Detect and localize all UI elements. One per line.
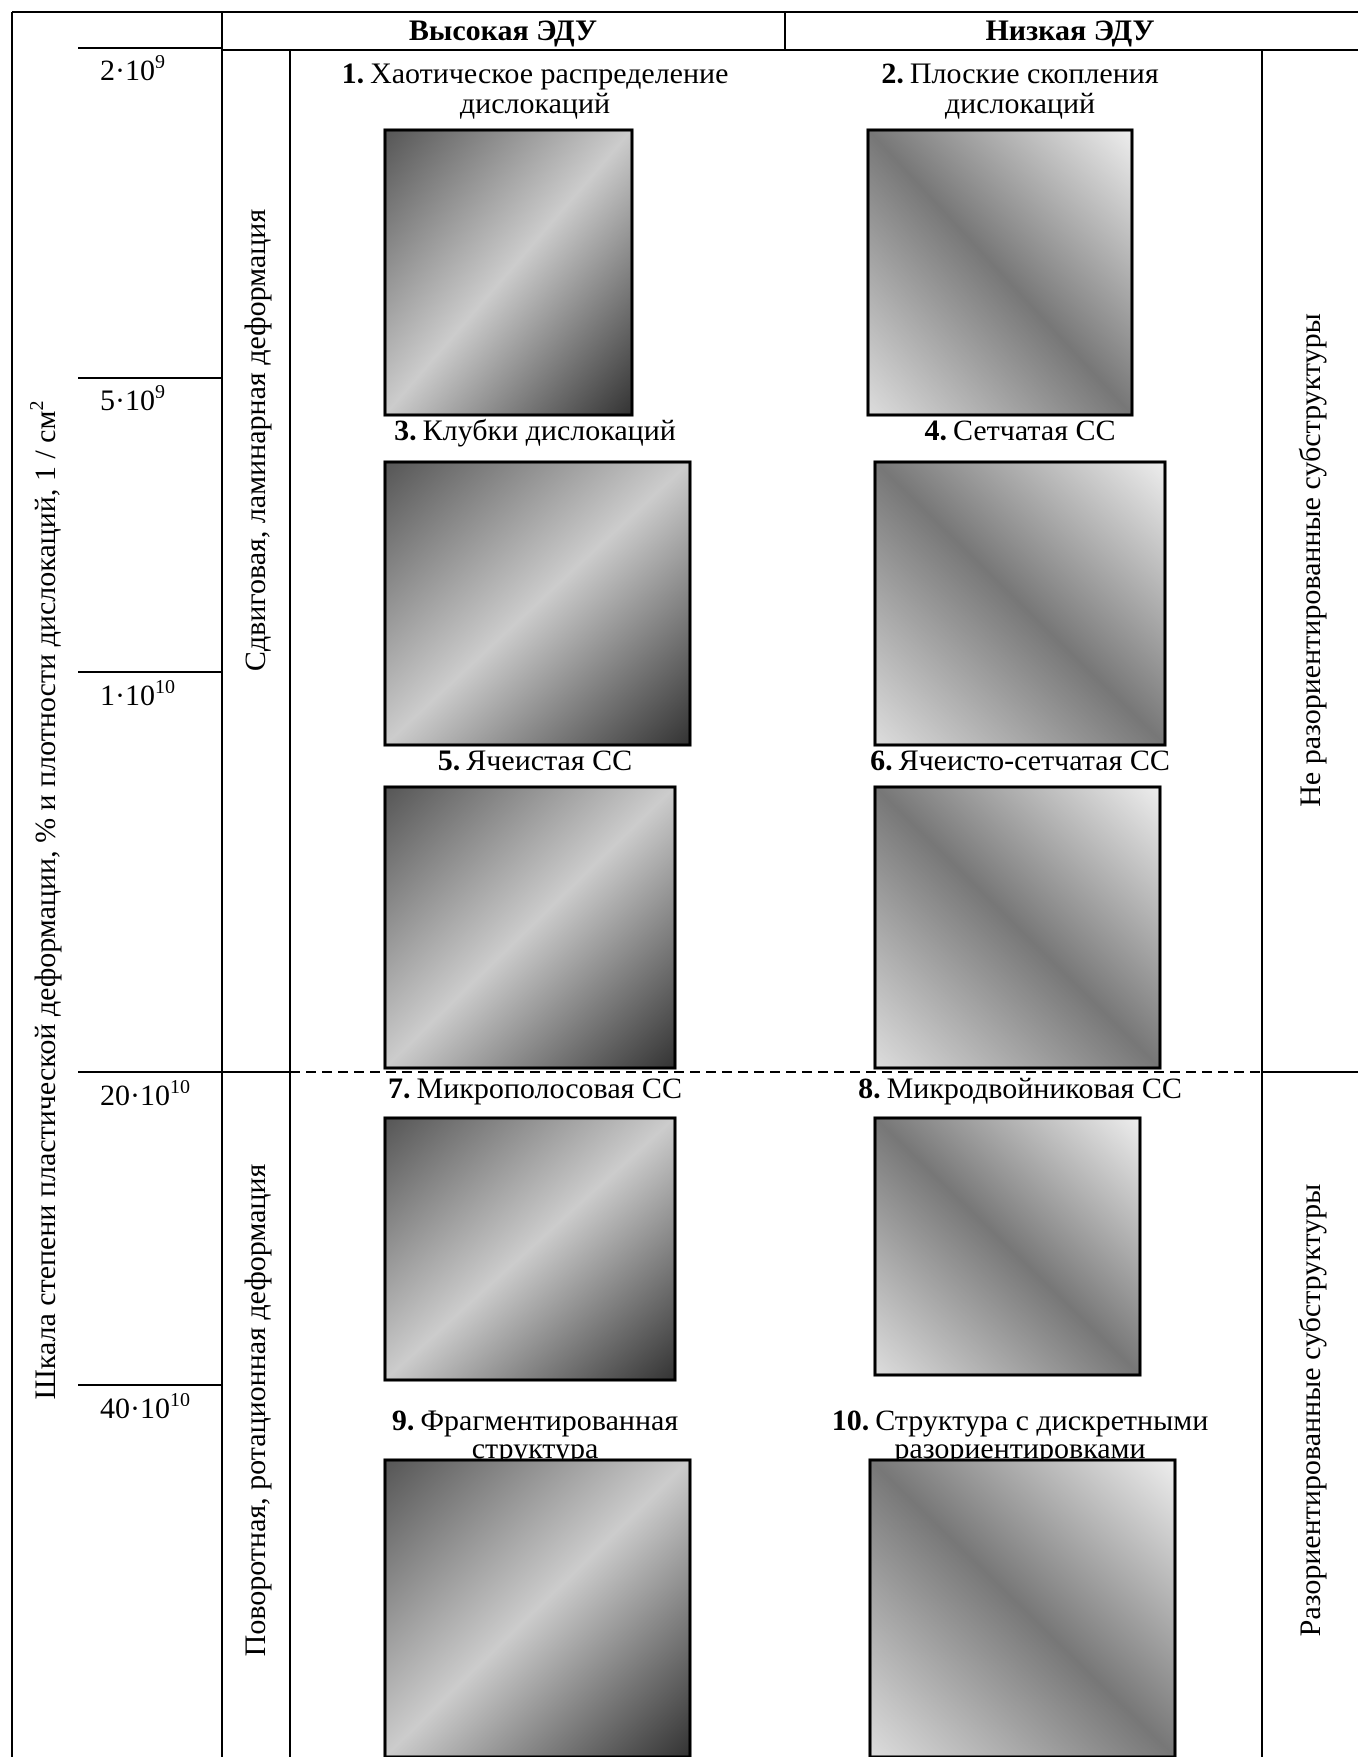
cell-number: 10. <box>832 1404 870 1437</box>
scale-tick-base: 1·10 <box>100 679 155 712</box>
cell-number: 7. <box>388 1072 411 1105</box>
scale-tick: 2·109 <box>100 51 165 87</box>
cell-number: 9. <box>392 1404 415 1437</box>
cell-title-text: Клубки дислокаций <box>423 414 676 447</box>
scale-label-sup: 2 <box>26 401 48 411</box>
cell-title-text: Ячеистая СС <box>466 744 632 777</box>
cell-title: 2.Плоские скопления <box>881 57 1158 90</box>
header-low: Низкая ЭДУ <box>985 14 1154 47</box>
scale-tick-exp: 10 <box>155 676 175 698</box>
scale-tick: 1·1010 <box>100 676 175 712</box>
header-high: Высокая ЭДУ <box>409 14 597 47</box>
cell-number: 5. <box>438 744 461 777</box>
substructure-label: Не разориентированные субструктуры <box>1294 313 1327 806</box>
micrograph <box>875 1118 1140 1375</box>
cell-number: 4. <box>924 414 947 447</box>
diagram: Высокая ЭДУ Низкая ЭДУ Шкала степени пла… <box>0 0 1358 1757</box>
cell-title: 4.Сетчатая СС <box>924 414 1115 447</box>
micrograph <box>385 1460 690 1757</box>
cell-number: 6. <box>870 744 893 777</box>
scale-tick-exp: 10 <box>170 1076 190 1098</box>
cell-number: 1. <box>342 57 365 90</box>
scale-tick-exp: 9 <box>155 51 165 73</box>
cell-title-text: Микродвойниковая СС <box>887 1072 1182 1105</box>
cell-title: 6.Ячеисто-сетчатая СС <box>870 744 1170 777</box>
micrograph <box>875 787 1160 1068</box>
cell-number: 8. <box>858 1072 881 1105</box>
deformation-label: Поворотная, ротационная деформация <box>239 1163 272 1656</box>
micrograph <box>870 1460 1175 1757</box>
scale-tick-base: 5·10 <box>100 384 155 417</box>
scale-tick: 20·1010 <box>100 1076 190 1112</box>
scale-label: Шкала степени пластической деформации, %… <box>26 401 62 1400</box>
scale-tick: 40·1010 <box>100 1389 190 1425</box>
cell-title: 3.Клубки дислокаций <box>394 414 676 447</box>
cell-title-text: Микрополосовая СС <box>417 1072 682 1105</box>
deformation-label: Сдвиговая, ламинарная деформация <box>239 209 272 671</box>
scale-tick-base: 40·10 <box>100 1392 170 1425</box>
cell-title: 5.Ячеистая СС <box>438 744 632 777</box>
micrograph <box>868 130 1132 415</box>
scale-label-text: Шкала степени пластической деформации, %… <box>29 411 62 1400</box>
substructure-label: Разориентированные субструктуры <box>1294 1184 1327 1637</box>
micrograph <box>385 1118 675 1380</box>
cell-title: 8.Микродвойниковая СС <box>858 1072 1182 1105</box>
cell-title-text: Хаотическое распределение <box>370 57 728 90</box>
cell-number: 2. <box>881 57 904 90</box>
cell-title-line: дислокаций <box>460 87 610 120</box>
scale-tick-base: 20·10 <box>100 1079 170 1112</box>
scale-tick-exp: 10 <box>170 1389 190 1411</box>
scale-tick-exp: 9 <box>155 381 165 403</box>
micrograph <box>385 787 675 1068</box>
micrograph <box>875 462 1165 745</box>
cell-number: 3. <box>394 414 417 447</box>
cell-title: 7.Микрополосовая СС <box>388 1072 682 1105</box>
cell-title: 1.Хаотическое распределение <box>342 57 729 90</box>
cell-title-text: Ячеисто-сетчатая СС <box>899 744 1170 777</box>
cell-title-text: Сетчатая СС <box>953 414 1116 447</box>
scale-tick: 5·109 <box>100 381 165 417</box>
cell-title-line: дислокаций <box>945 87 1095 120</box>
cell-title-text: Плоские скопления <box>910 57 1159 90</box>
scale-tick-base: 2·10 <box>100 54 155 87</box>
micrograph <box>385 462 690 745</box>
micrograph <box>385 130 632 415</box>
